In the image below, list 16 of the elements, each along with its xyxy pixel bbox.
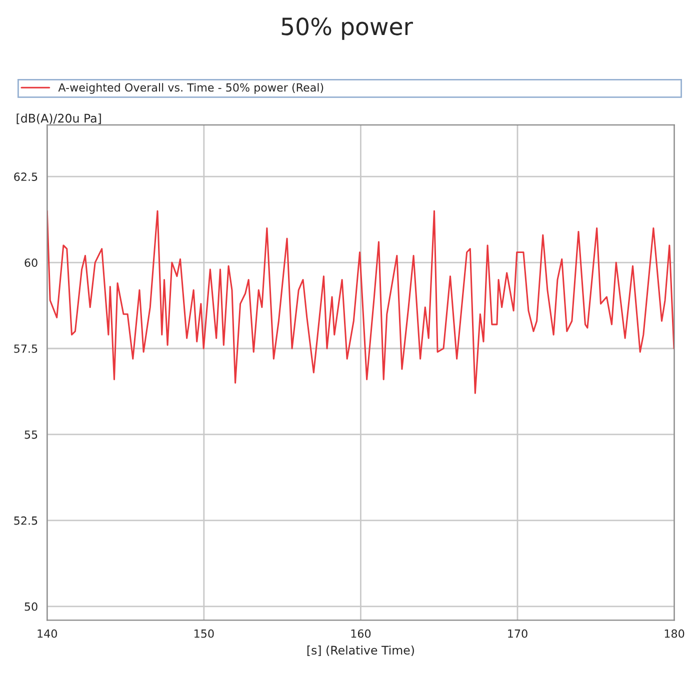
chart-title: 50% power	[282, 17, 413, 40]
x-axis-title: [s] (Relative Time)	[307, 646, 414, 656]
y-tick-label: 52.5	[14, 516, 38, 525]
x-tick-label: 140	[38, 629, 57, 638]
legend-label: A-weighted Overall vs. Time - 50% power (Real)	[58, 83, 324, 94]
x-tick-label: 180	[664, 629, 684, 638]
line-series	[47, 210, 674, 394]
x-tick-label: 170	[508, 629, 528, 638]
y-tick-label: 50	[24, 602, 38, 611]
y-axis-title: [dB(A)/20u Pa]	[16, 114, 101, 124]
x-tick-label: 160	[351, 629, 371, 638]
y-tick-label: 55	[24, 430, 38, 439]
y-tick-label: 60	[24, 258, 38, 267]
x-tick-label: 150	[194, 629, 214, 638]
y-tick-label: 57.5	[14, 344, 38, 353]
y-tick-label: 62.5	[14, 172, 38, 181]
